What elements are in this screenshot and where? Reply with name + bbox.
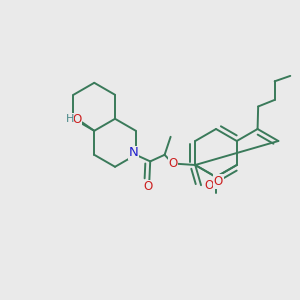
Text: O: O (143, 180, 153, 194)
Text: N: N (128, 146, 138, 160)
Text: H: H (65, 114, 74, 124)
Text: O: O (72, 113, 82, 127)
Text: O: O (204, 179, 213, 192)
Text: O: O (214, 175, 223, 188)
Text: O: O (168, 157, 178, 170)
